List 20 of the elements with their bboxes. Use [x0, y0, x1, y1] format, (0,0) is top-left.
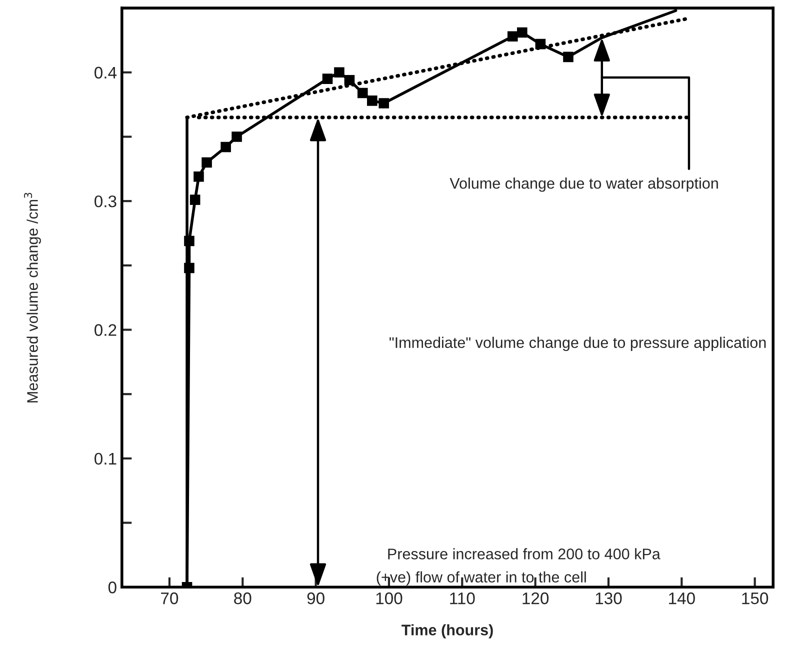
y-tick-label: 0.2	[94, 324, 116, 336]
x-axis-title: Time (hours)	[402, 624, 493, 638]
x-tick-label: 70	[161, 592, 178, 604]
x-tick-label: 110	[450, 592, 475, 604]
x-tick-label: 130	[596, 592, 622, 604]
annotation: (+ve) flow of water in to the cell	[376, 571, 586, 586]
x-tick-label: 90	[307, 592, 324, 604]
y-axis-title: Measured volume change /cm$^{3}$	[24, 192, 41, 402]
annotation: "Immediate" volume change due to pressure application	[390, 336, 766, 352]
y-tick-label: 0.1	[94, 452, 116, 465]
annotation: Volume change due to water absorption	[450, 178, 718, 192]
x-tick-label: 150	[742, 592, 768, 604]
y-tick-label: 0.4	[94, 66, 117, 79]
y-tick-label: 0.3	[94, 195, 116, 208]
x-tick-label: 80	[234, 592, 252, 604]
x-tick-label: 100	[376, 592, 402, 604]
x-tick-label: 120	[522, 592, 549, 604]
x-tick-label: 140	[669, 592, 695, 604]
y-tick-label: 0	[108, 582, 116, 594]
annotation: Pressure increased from 200 to 400 kPa	[388, 548, 660, 560]
